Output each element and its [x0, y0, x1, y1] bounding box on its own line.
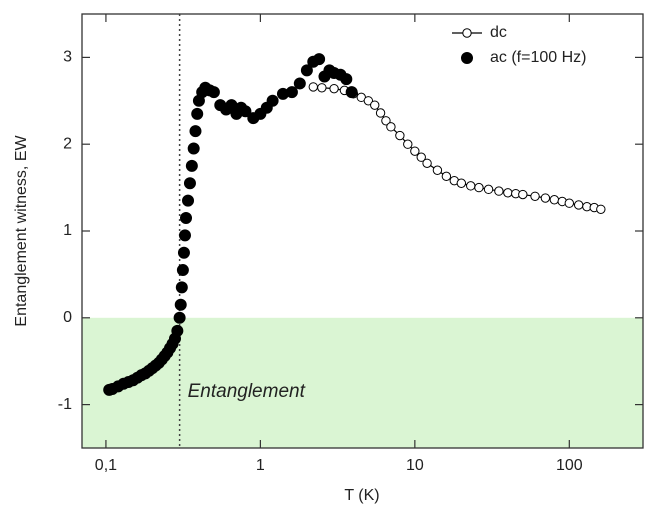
data-point: [386, 122, 396, 132]
data-point: [185, 159, 198, 172]
data-point: [549, 195, 560, 205]
data-point: [285, 86, 298, 99]
data-point: [329, 83, 339, 94]
legend-label: dc: [490, 24, 507, 41]
data-point: [266, 94, 279, 107]
data-point: [395, 130, 405, 141]
data-point: [173, 311, 186, 324]
series-line: [313, 86, 601, 210]
data-point: [518, 189, 528, 200]
data-point: [191, 107, 204, 120]
data-point: [530, 191, 540, 201]
data-point: [340, 73, 353, 86]
data-point: [483, 184, 494, 195]
y-tick-label: 0: [63, 309, 72, 326]
data-point: [187, 142, 200, 155]
y-tick-label: 3: [63, 49, 72, 66]
data-point: [456, 178, 467, 188]
data-point: [416, 152, 426, 162]
legend-marker: [462, 28, 472, 38]
data-point: [422, 158, 432, 168]
data-point: [171, 324, 184, 337]
data-point: [180, 211, 193, 224]
data-point: [375, 108, 386, 118]
data-point: [207, 86, 220, 99]
data-point: [313, 53, 326, 66]
y-tick-label: 1: [63, 222, 72, 239]
data-point: [370, 100, 380, 110]
data-point: [573, 200, 584, 210]
data-point: [175, 281, 188, 294]
data-point: [410, 146, 420, 156]
x-tick-label: 0,1: [95, 457, 117, 474]
data-point: [177, 246, 190, 259]
data-point: [345, 86, 358, 99]
legend-label: ac (f=100 Hz): [490, 49, 586, 66]
data-point: [174, 298, 187, 311]
data-point: [503, 188, 513, 198]
data-point: [189, 125, 202, 138]
data-point: [474, 182, 484, 193]
legend-marker: [461, 52, 473, 64]
data-point: [381, 116, 391, 126]
y-tick-label: 2: [63, 135, 72, 152]
data-point: [176, 264, 189, 277]
data-point: [293, 77, 306, 90]
x-tick-label: 1: [256, 457, 265, 474]
data-point: [564, 198, 575, 208]
y-axis-title: Entanglement witness, EW: [13, 135, 30, 327]
data-point: [363, 96, 374, 106]
data-point: [182, 194, 195, 207]
data-point: [178, 229, 191, 242]
data-point: [466, 181, 476, 191]
data-point: [403, 139, 413, 149]
data-point: [494, 186, 504, 196]
data-point: [540, 193, 551, 203]
x-tick-label: 100: [556, 457, 583, 474]
annotation: Entanglement: [188, 381, 306, 402]
data-point: [308, 82, 318, 92]
data-point: [183, 177, 196, 190]
shaded-region: [82, 317, 643, 448]
plot-frame: [81, 13, 644, 449]
x-axis-title: T (K): [344, 487, 379, 504]
data-point: [317, 83, 327, 93]
data-point: [300, 64, 313, 77]
data-point: [596, 204, 606, 215]
x-tick-label: 10: [406, 457, 424, 474]
y-tick-label: -1: [58, 396, 72, 413]
data-point: [441, 171, 452, 182]
data-point: [432, 165, 443, 175]
data-point: [239, 105, 252, 118]
